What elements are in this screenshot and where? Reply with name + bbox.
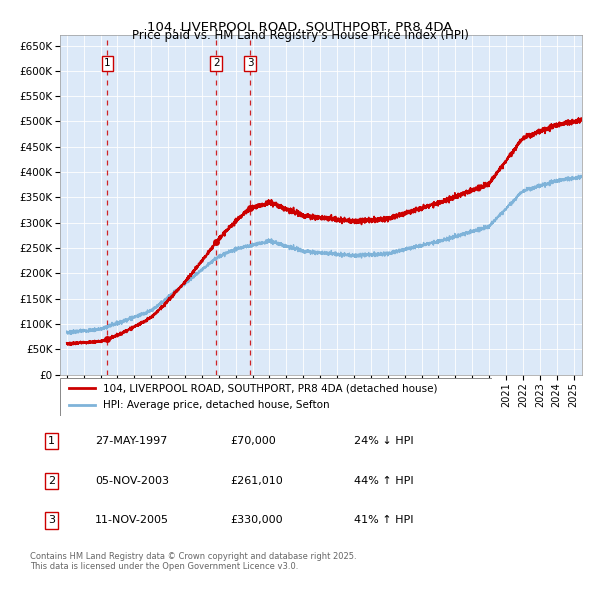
Text: 1: 1: [104, 58, 111, 68]
Text: 2: 2: [48, 476, 55, 486]
Text: Contains HM Land Registry data © Crown copyright and database right 2025.
This d: Contains HM Land Registry data © Crown c…: [30, 552, 356, 571]
Text: £261,010: £261,010: [230, 476, 283, 486]
Text: 05-NOV-2003: 05-NOV-2003: [95, 476, 169, 486]
FancyBboxPatch shape: [60, 378, 492, 416]
Text: 24% ↓ HPI: 24% ↓ HPI: [354, 436, 413, 446]
Text: 27-MAY-1997: 27-MAY-1997: [95, 436, 167, 446]
Text: 41% ↑ HPI: 41% ↑ HPI: [354, 516, 413, 526]
Text: Price paid vs. HM Land Registry's House Price Index (HPI): Price paid vs. HM Land Registry's House …: [131, 30, 469, 42]
Text: 3: 3: [48, 516, 55, 526]
Text: 11-NOV-2005: 11-NOV-2005: [95, 516, 169, 526]
Text: £70,000: £70,000: [230, 436, 275, 446]
Text: 104, LIVERPOOL ROAD, SOUTHPORT, PR8 4DA (detached house): 104, LIVERPOOL ROAD, SOUTHPORT, PR8 4DA …: [103, 384, 438, 394]
Text: 2: 2: [213, 58, 220, 68]
Text: 1: 1: [48, 436, 55, 446]
Text: 104, LIVERPOOL ROAD, SOUTHPORT, PR8 4DA: 104, LIVERPOOL ROAD, SOUTHPORT, PR8 4DA: [148, 21, 452, 34]
Text: HPI: Average price, detached house, Sefton: HPI: Average price, detached house, Seft…: [103, 400, 330, 410]
Text: £330,000: £330,000: [230, 516, 283, 526]
Text: 3: 3: [247, 58, 254, 68]
Text: 44% ↑ HPI: 44% ↑ HPI: [354, 476, 413, 486]
